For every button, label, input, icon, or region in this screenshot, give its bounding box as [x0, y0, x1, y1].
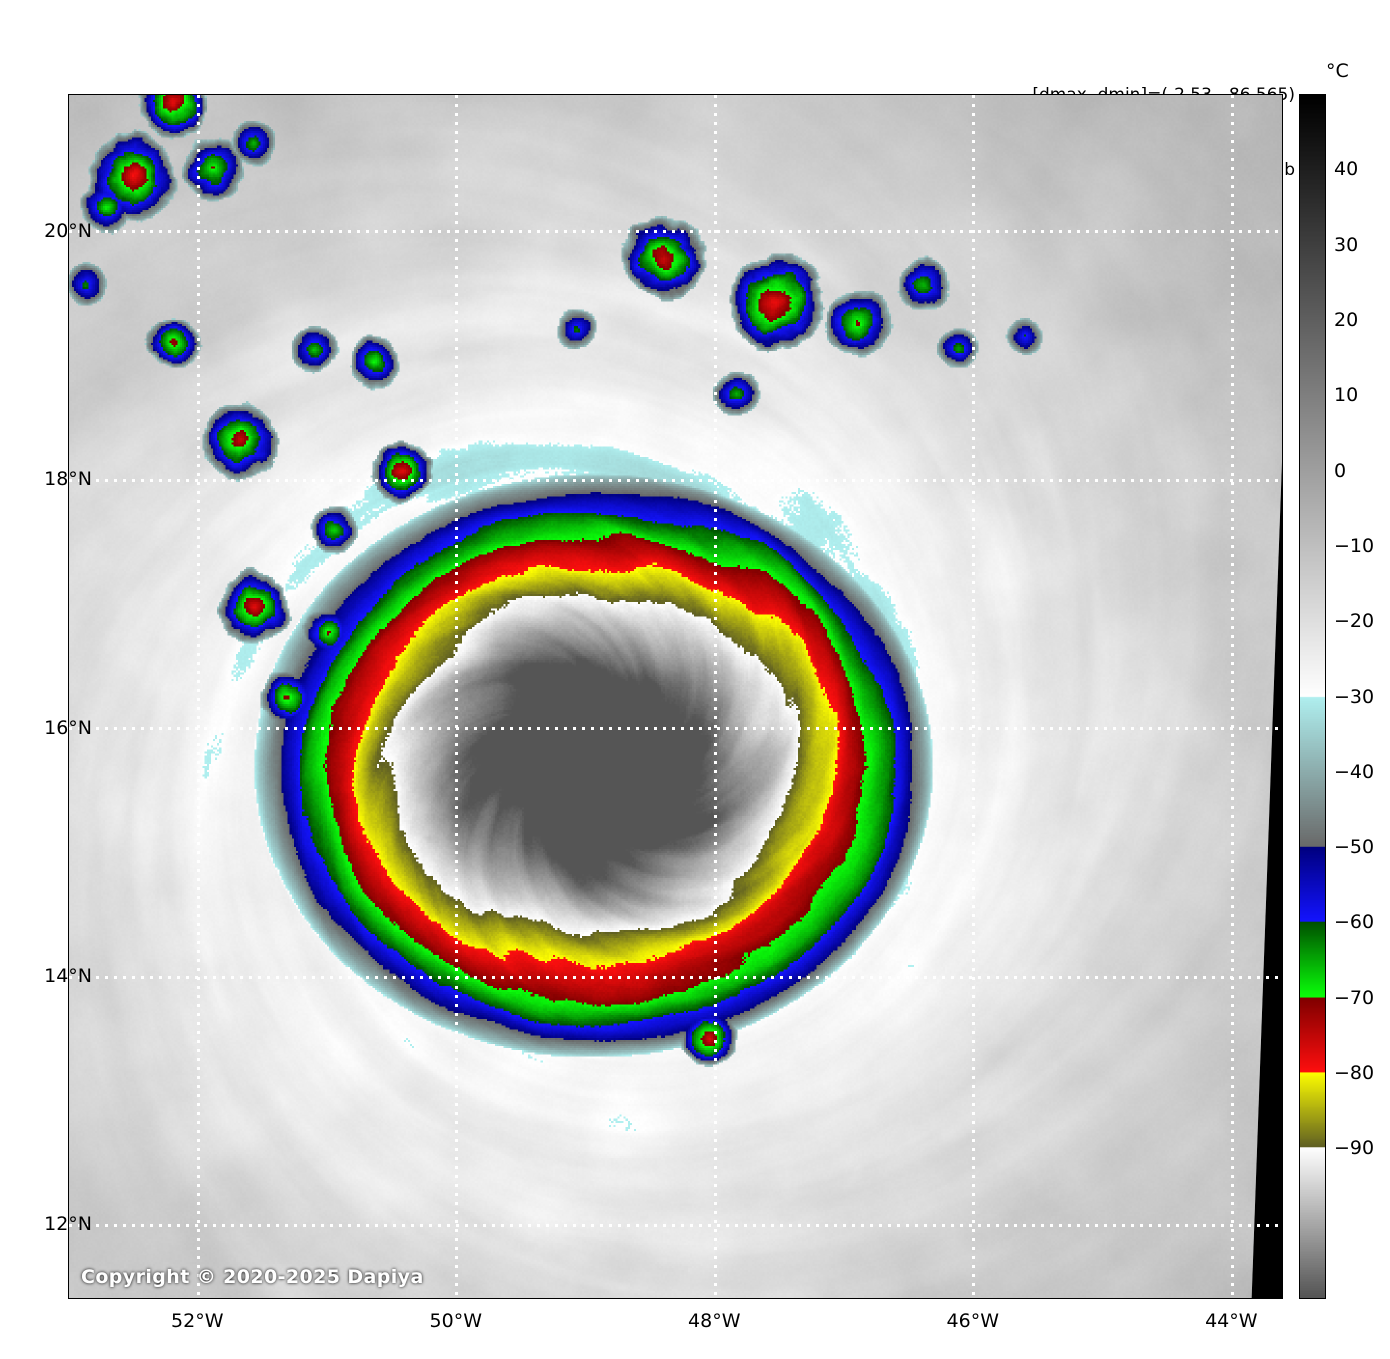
- satellite-swath: [69, 95, 1282, 1298]
- colorbar-tick-label: 30: [1334, 233, 1359, 256]
- graticule-overlay: [69, 95, 1282, 1298]
- y-axis-tick-label: 16°N: [44, 716, 92, 739]
- colorbar-unit-label: °C: [1326, 60, 1349, 82]
- y-axis-tick-label: 14°N: [44, 965, 92, 987]
- colorbar-tick-label: −90: [1334, 1137, 1375, 1160]
- y-axis-tick-label: 18°N: [44, 468, 92, 491]
- brightness-temperature-raster: [69, 95, 1282, 1298]
- colorbar-tick-label: −60: [1334, 911, 1375, 934]
- gridline-latitude: [69, 230, 1282, 234]
- infrared-image: [69, 95, 1282, 1298]
- colorbar-tick-label: 0: [1334, 459, 1347, 482]
- colorbar-tick-label: −40: [1334, 760, 1375, 783]
- gridline-longitude: [1230, 95, 1234, 1298]
- colorbar-gradient: [1300, 95, 1325, 1298]
- colorbar-tick-label: 10: [1334, 384, 1359, 407]
- gridline-longitude: [196, 95, 200, 1298]
- x-axis-tick-label: 44°W: [1205, 1310, 1258, 1332]
- copyright-label: Copyright © 2020-2025 Dapiya: [81, 1266, 424, 1288]
- gridline-longitude: [455, 95, 459, 1298]
- colorbar-tick-label: −10: [1334, 534, 1375, 557]
- colorbar-tick-label: −20: [1334, 610, 1375, 633]
- gridline-longitude: [713, 95, 717, 1298]
- gridline-latitude: [69, 478, 1282, 482]
- y-axis-tick-label: 20°N: [44, 219, 92, 242]
- gridline-longitude: [972, 95, 976, 1298]
- x-axis-tick-label: 48°W: [688, 1310, 741, 1332]
- colorbar[interactable]: [1299, 94, 1326, 1299]
- satellite-plot-area[interactable]: Copyright © 2020-2025 Dapiya: [68, 94, 1283, 1299]
- x-axis-tick-label: 52°W: [171, 1310, 224, 1332]
- colorbar-tick-label: −70: [1334, 986, 1375, 1009]
- x-axis-tick-label: 50°W: [429, 1310, 482, 1332]
- colorbar-tick-label: −50: [1334, 836, 1375, 859]
- colorbar-tick-label: −80: [1334, 1062, 1375, 1085]
- colorbar-tick-label: 40: [1334, 158, 1359, 181]
- x-axis-tick-label: 46°W: [946, 1310, 1000, 1332]
- colorbar-tick-label: −30: [1334, 685, 1375, 708]
- gridline-latitude: [69, 975, 1282, 979]
- gridline-latitude: [69, 727, 1282, 731]
- y-axis-tick-label: 12°N: [44, 1213, 92, 1236]
- colorbar-tick-label: 20: [1334, 308, 1359, 331]
- gridline-latitude: [69, 1223, 1282, 1227]
